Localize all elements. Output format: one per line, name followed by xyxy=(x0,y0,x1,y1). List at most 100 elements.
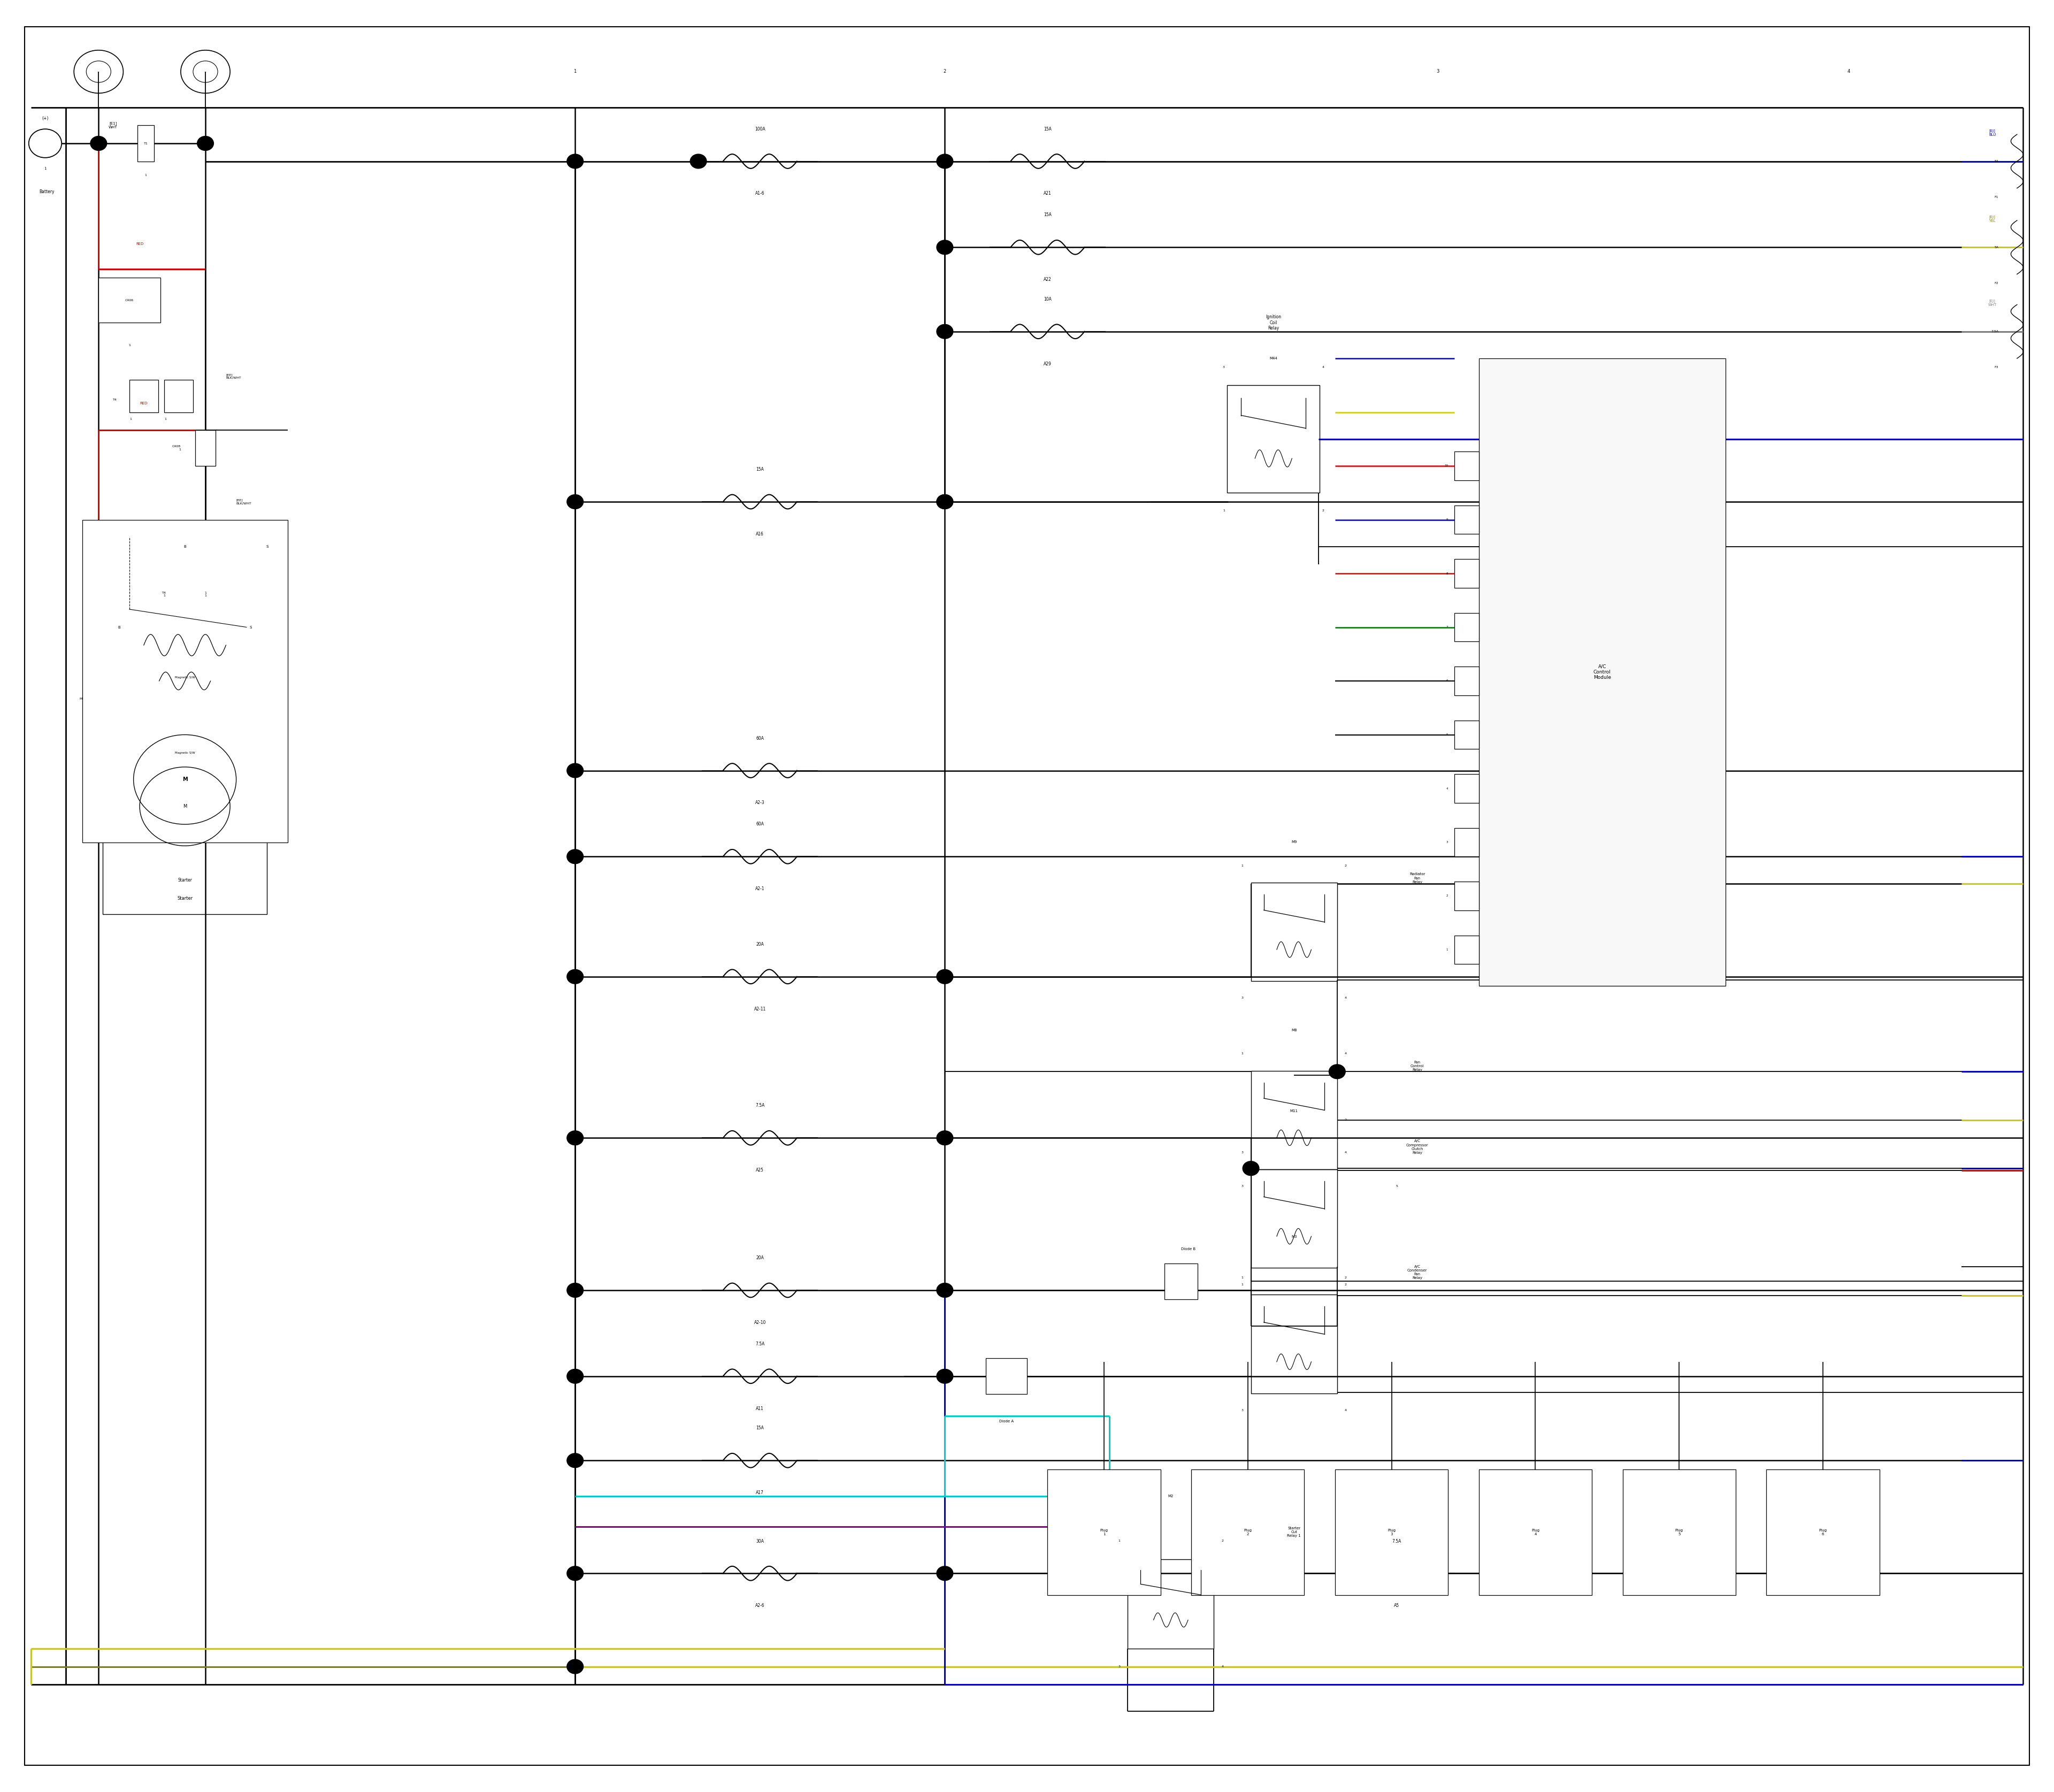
Text: 3: 3 xyxy=(1241,1150,1243,1154)
Text: 7.5A: 7.5A xyxy=(756,1104,764,1107)
Text: F2: F2 xyxy=(1994,281,1999,285)
Bar xyxy=(1623,1469,1736,1595)
Bar xyxy=(1251,1170,1337,1269)
Text: 4: 4 xyxy=(1345,1052,1347,1055)
Bar xyxy=(1479,1469,1592,1595)
Text: 1: 1 xyxy=(144,174,148,176)
Circle shape xyxy=(567,1131,583,1145)
Bar xyxy=(1251,1294,1337,1394)
Circle shape xyxy=(937,324,953,339)
Text: Plug
4: Plug 4 xyxy=(1532,1529,1538,1536)
Text: 1: 1 xyxy=(573,70,577,73)
Text: [EE]
BLK/WHT: [EE] BLK/WHT xyxy=(236,498,251,505)
Text: M11: M11 xyxy=(1290,1109,1298,1113)
Text: M44: M44 xyxy=(1269,357,1278,360)
Text: Battery: Battery xyxy=(39,190,53,194)
Text: 60A: 60A xyxy=(756,823,764,826)
Text: M9: M9 xyxy=(1292,840,1296,844)
Circle shape xyxy=(197,136,214,151)
Text: (+): (+) xyxy=(41,116,49,120)
Text: Plug
5: Plug 5 xyxy=(1676,1529,1682,1536)
Text: 3: 3 xyxy=(1241,996,1243,1000)
Text: S: S xyxy=(265,545,269,548)
Text: 3: 3 xyxy=(1241,1409,1243,1412)
Text: 2: 2 xyxy=(1345,864,1347,867)
Text: 1: 1 xyxy=(129,418,131,419)
Circle shape xyxy=(567,1566,583,1581)
Bar xyxy=(99,278,160,323)
Bar xyxy=(1251,1070,1337,1168)
Text: T4: T4 xyxy=(113,398,117,401)
Bar xyxy=(1128,1559,1214,1649)
Text: 7.5A: 7.5A xyxy=(756,1342,764,1346)
Bar xyxy=(1766,1469,1879,1595)
Text: 2: 2 xyxy=(943,70,947,73)
Text: 4: 4 xyxy=(1345,1409,1347,1412)
Text: 10A: 10A xyxy=(1043,297,1052,301)
Circle shape xyxy=(937,1131,953,1145)
Text: 5A: 5A xyxy=(1994,159,1999,163)
Text: 1: 1 xyxy=(1117,1539,1119,1543)
Text: M: M xyxy=(183,805,187,808)
Text: 2: 2 xyxy=(1222,1539,1224,1543)
Text: A2-10: A2-10 xyxy=(754,1321,766,1324)
Bar xyxy=(1335,1469,1448,1595)
Circle shape xyxy=(937,240,953,254)
Text: Plug
2: Plug 2 xyxy=(1245,1529,1251,1536)
Text: Plug
3: Plug 3 xyxy=(1389,1529,1395,1536)
Text: Radiator
Fan
Relay: Radiator Fan Relay xyxy=(1409,873,1425,883)
Text: RED: RED xyxy=(136,242,144,246)
Text: Fan
Control
Relay: Fan Control Relay xyxy=(1411,1061,1423,1072)
Circle shape xyxy=(690,154,707,168)
Bar xyxy=(1454,505,1479,534)
Text: 5: 5 xyxy=(1397,1185,1399,1188)
Bar xyxy=(1251,883,1337,982)
Text: 4: 4 xyxy=(1222,1665,1224,1668)
Text: 4: 4 xyxy=(1345,996,1347,1000)
Text: 100A: 100A xyxy=(754,127,766,131)
Bar xyxy=(138,125,154,161)
Text: M3: M3 xyxy=(1292,1235,1296,1238)
Text: C406: C406 xyxy=(125,299,134,301)
Text: RED: RED xyxy=(140,401,148,405)
Text: 15A: 15A xyxy=(1043,127,1052,131)
Text: 20A: 20A xyxy=(756,943,764,946)
Bar xyxy=(1454,828,1479,857)
Circle shape xyxy=(567,1369,583,1383)
Bar xyxy=(1454,882,1479,910)
Text: 2: 2 xyxy=(1345,1276,1347,1279)
Circle shape xyxy=(1329,1064,1345,1079)
Bar xyxy=(1479,358,1725,986)
Text: A/C
Control
Module: A/C Control Module xyxy=(1594,665,1610,679)
Text: 30A: 30A xyxy=(756,1539,764,1543)
Text: 4: 4 xyxy=(1323,366,1325,369)
Circle shape xyxy=(567,1283,583,1297)
Bar xyxy=(1228,385,1321,493)
Text: A5: A5 xyxy=(1395,1604,1399,1607)
Bar xyxy=(164,380,193,412)
Text: S: S xyxy=(249,625,253,629)
Bar xyxy=(1454,720,1479,749)
Text: A/C
Compressor
Clutch
Relay: A/C Compressor Clutch Relay xyxy=(1407,1140,1428,1154)
Circle shape xyxy=(567,154,583,168)
Circle shape xyxy=(937,1566,953,1581)
Circle shape xyxy=(90,136,107,151)
Text: M: M xyxy=(80,697,82,701)
Text: T1: T1 xyxy=(144,142,148,145)
Bar xyxy=(82,520,288,842)
Text: 60A: 60A xyxy=(756,737,764,740)
Text: Plug
1: Plug 1 xyxy=(1101,1529,1107,1536)
Bar xyxy=(1454,935,1479,964)
Text: 3: 3 xyxy=(1222,366,1224,369)
Text: B: B xyxy=(117,625,121,629)
Circle shape xyxy=(567,1453,583,1468)
Bar xyxy=(1454,452,1479,480)
Text: A17: A17 xyxy=(756,1491,764,1495)
Text: 4: 4 xyxy=(1847,70,1851,73)
Text: 15A: 15A xyxy=(1043,213,1052,217)
Text: Plug
6: Plug 6 xyxy=(1820,1529,1826,1536)
Bar xyxy=(1454,667,1479,695)
Text: Starter: Starter xyxy=(179,878,191,883)
Bar xyxy=(129,380,158,412)
Text: 1: 1 xyxy=(1222,509,1224,513)
